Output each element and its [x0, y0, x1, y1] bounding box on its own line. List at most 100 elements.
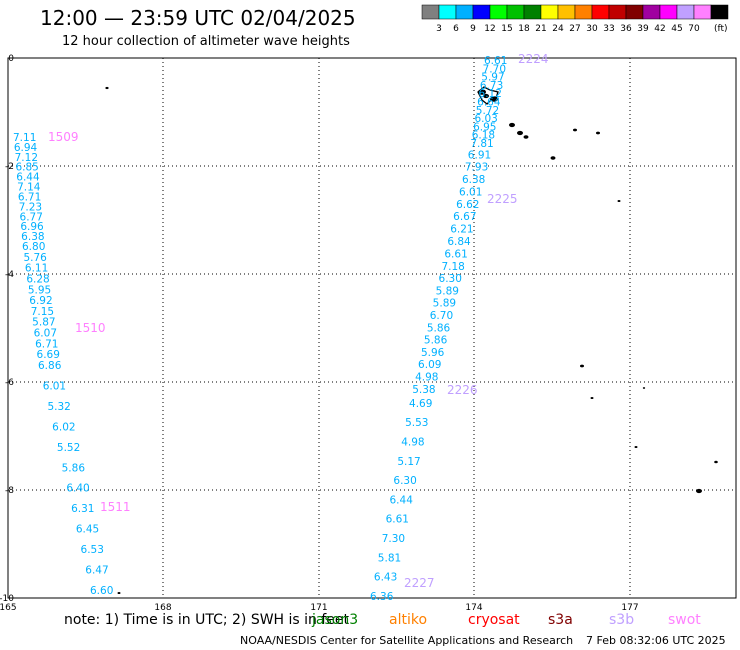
wave-height-label: 6.44: [390, 494, 414, 506]
wave-height-colorbar: 3 6 9 12 15 18 21 24 27 30 33 36 39 42 45 70 (ft): [421, 4, 729, 34]
wave-height-label: 5.97: [481, 72, 504, 84]
wave-height-label: 5.86: [424, 335, 448, 347]
latitude-label: 0: [8, 54, 14, 64]
satellite-name-altiko: altiko: [389, 612, 428, 628]
wave-height-label: 6.94: [14, 142, 38, 154]
wave-height-label: 6.85: [15, 162, 38, 174]
wave-height-label: 7.11: [13, 132, 36, 144]
longitude-label: 171: [310, 603, 327, 613]
colorbar-tick-label: 15: [501, 24, 512, 34]
footnote: note: 1) Time is in UTC; 2) SWH is in fe…: [64, 612, 350, 628]
colorbar-tick-label: 33: [603, 24, 614, 34]
map-subtitle: 12 hour collection of altimeter wave hei…: [62, 34, 350, 49]
wave-height-label: 5.89: [436, 285, 459, 297]
island: [517, 130, 523, 136]
colorbar-tick-label: 70: [688, 24, 700, 34]
wave-height-label: 5.72: [476, 105, 499, 117]
colorbar-tick-label: 42: [654, 24, 665, 34]
wave-height-label: 6.92: [29, 295, 52, 307]
wave-height-label: 6.45: [76, 524, 99, 536]
wave-height-label: 5.52: [57, 442, 80, 454]
pass-number-label: 2224: [518, 52, 549, 66]
wave-height-label: 6.21: [450, 224, 473, 236]
wave-height-label: 7.12: [15, 152, 38, 164]
colorbar-tick-label: 6: [453, 24, 459, 34]
satellite-name-jason3: jason3: [312, 612, 359, 628]
wave-height-label: 6.40: [66, 483, 89, 495]
pass-number-label: 2227: [404, 576, 435, 590]
longitude-label: 165: [0, 603, 17, 613]
colorbar-tick-label: 3: [436, 24, 442, 34]
wave-height-label: 6.12: [479, 88, 502, 100]
wave-height-label: 6.77: [20, 211, 43, 223]
colorbar-tick-label: 18: [518, 24, 530, 34]
wave-height-label: 4.98: [415, 371, 438, 383]
wave-height-label: 5.86: [62, 462, 86, 474]
colorbar-swatch: [710, 4, 729, 20]
wave-height-label: 5.32: [47, 401, 70, 413]
island: [550, 156, 556, 160]
wave-height-label: 6.44: [16, 172, 40, 184]
colorbar-tick-label: 12: [484, 24, 495, 34]
pass-number-label: 2225: [487, 192, 518, 206]
wave-height-label: 6.60: [90, 585, 113, 597]
wave-height-label: 6.84: [447, 236, 471, 248]
wave-height-label: 7.23: [19, 201, 42, 213]
generation-timestamp: 7 Feb 08:32:06 UTC 2025: [586, 634, 726, 647]
island: [590, 396, 594, 400]
satellite-name-cryosat: cryosat: [468, 612, 520, 628]
wave-height-label: 6.36: [370, 591, 394, 603]
wave-height-label: 6.07: [34, 328, 57, 340]
wave-height-label: 7.18: [441, 261, 464, 273]
wave-height-label: 6.09: [418, 359, 441, 371]
wave-height-label: 6.02: [52, 421, 75, 433]
island: [580, 364, 584, 368]
wave-height-label: 6.47: [85, 565, 108, 577]
island: [523, 135, 529, 139]
wave-height-label: 6.70: [430, 310, 453, 322]
island: [117, 591, 121, 595]
longitude-label: 177: [621, 603, 638, 613]
wave-height-label: 6.18: [472, 130, 495, 142]
wave-height-label: 6.62: [456, 199, 479, 211]
longitude-label: 174: [465, 603, 482, 613]
wave-height-label: 6.64: [477, 96, 501, 108]
island: [696, 488, 702, 494]
wave-height-label: 7.14: [17, 182, 41, 194]
wave-height-label: 5.87: [32, 317, 55, 329]
wave-height-label: 6.01: [459, 186, 482, 198]
satellite-name-swot: swot: [668, 612, 701, 628]
island: [596, 131, 600, 135]
island: [483, 93, 489, 99]
wave-height-label: 6.43: [374, 572, 397, 584]
wave-height-label: 4.98: [401, 436, 424, 448]
wave-height-label: 6.30: [393, 475, 416, 487]
colorbar-tick-label: 39: [637, 24, 649, 34]
wave-height-label: 7.70: [483, 63, 506, 75]
island: [617, 199, 621, 203]
island: [573, 128, 577, 132]
wave-height-label: 6.38: [462, 174, 485, 186]
wave-height-label: 7.15: [31, 306, 54, 318]
latitude-label: -2: [5, 162, 14, 172]
wave-height-label: 6.53: [81, 544, 104, 556]
wave-height-label: 5.81: [378, 552, 401, 564]
island: [477, 86, 499, 105]
pass-number-label: 2226: [447, 383, 478, 397]
map-frame: [7, 57, 737, 599]
pass-number-label: 1509: [48, 130, 79, 144]
wave-height-label: 6.71: [35, 338, 58, 350]
island: [642, 387, 646, 389]
credit-line: NOAA/NESDIS Center for Satellite Applica…: [240, 634, 574, 647]
latitude-label: -10: [0, 594, 14, 604]
colorbar-tick-label: 9: [470, 24, 476, 34]
latitude-label: -6: [5, 378, 14, 388]
colorbar-tick-label: 24: [552, 24, 564, 34]
colorbar-tick-label: 45: [671, 24, 682, 34]
colorbar-unit: (ft): [714, 24, 728, 34]
wave-height-label: 5.53: [405, 417, 428, 429]
colorbar-tick-label: 27: [569, 24, 580, 34]
wave-height-label: 6.38: [21, 231, 44, 243]
wave-height-label: 6.96: [20, 221, 44, 233]
